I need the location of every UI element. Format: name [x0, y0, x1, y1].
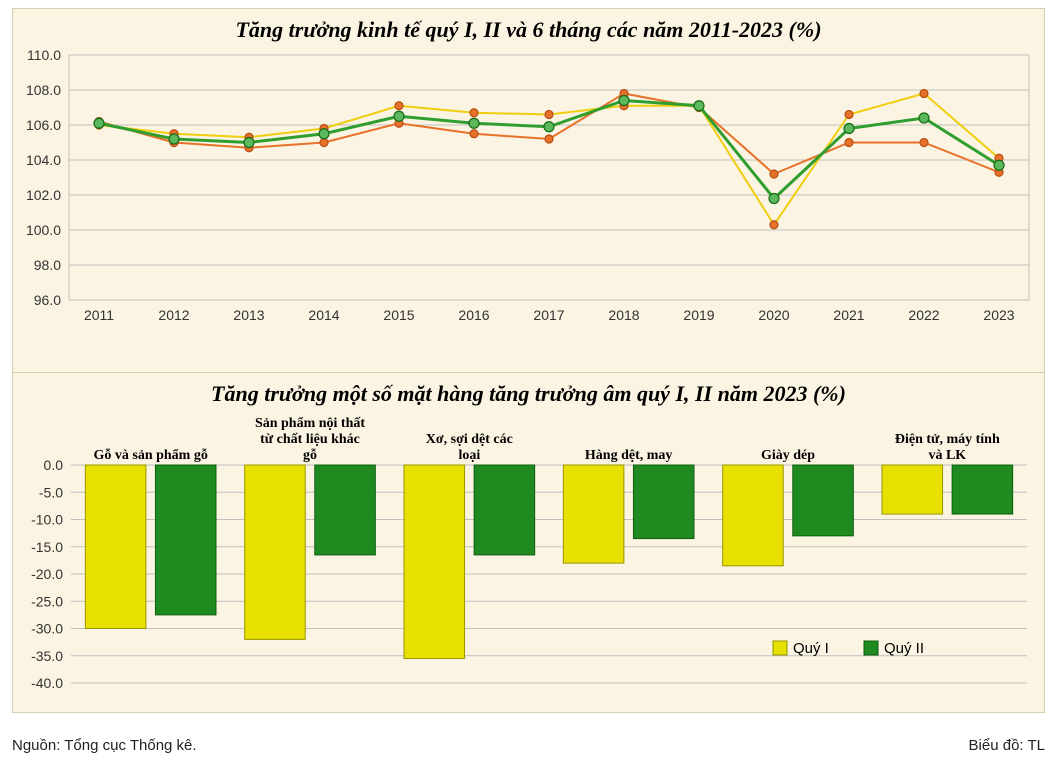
svg-text:2018: 2018 — [608, 307, 639, 323]
svg-text:2016: 2016 — [458, 307, 489, 323]
svg-text:108.0: 108.0 — [26, 82, 61, 98]
svg-text:2023: 2023 — [983, 307, 1014, 323]
svg-text:-5.0: -5.0 — [39, 484, 63, 500]
svg-text:2015: 2015 — [383, 307, 414, 323]
svg-text:96.0: 96.0 — [34, 292, 61, 308]
svg-text:2021: 2021 — [833, 307, 864, 323]
svg-text:2022: 2022 — [908, 307, 939, 323]
line-chart-panel: Tăng trưởng kinh tế quý I, II và 6 tháng… — [12, 8, 1045, 373]
svg-text:98.0: 98.0 — [34, 257, 61, 273]
svg-text:0.0: 0.0 — [44, 457, 64, 473]
svg-text:Gỗ và sản phẩm gỗ: Gỗ và sản phẩm gỗ — [93, 447, 207, 463]
svg-text:Quý II: Quý II — [884, 640, 924, 657]
svg-text:và LK: và LK — [928, 448, 966, 463]
source-label: Nguồn: Tổng cục Thống kê. — [12, 737, 197, 754]
svg-text:-20.0: -20.0 — [31, 566, 63, 582]
svg-text:-15.0: -15.0 — [31, 539, 63, 555]
svg-text:2017: 2017 — [533, 307, 564, 323]
svg-text:Sản phẩm nội thất: Sản phẩm nội thất — [255, 416, 365, 431]
svg-text:-25.0: -25.0 — [31, 593, 63, 609]
svg-text:2011: 2011 — [84, 307, 114, 323]
svg-text:104.0: 104.0 — [26, 152, 61, 168]
page: Tăng trưởng kinh tế quý I, II và 6 tháng… — [0, 0, 1057, 762]
svg-text:2019: 2019 — [683, 307, 714, 323]
svg-text:110.0: 110.0 — [27, 47, 61, 63]
svg-text:Quý I: Quý I — [793, 640, 829, 657]
svg-text:2013: 2013 — [233, 307, 264, 323]
line-chart-plot: 96.0 98.0 100.0 102.0 104.0 106.0 108.0 110.0 20… — [13, 9, 1046, 339]
svg-text:Hàng dệt, may: Hàng dệt, may — [585, 448, 673, 463]
svg-text:Xơ, sợi dệt các: Xơ, sợi dệt các — [426, 432, 513, 447]
bar-chart-plot: 0.0 -5.0 -10.0 -15.0 -20.0 -25.0 -30.0 -35.0 -40… — [13, 373, 1046, 693]
svg-text:-40.0: -40.0 — [31, 675, 63, 691]
svg-text:2020: 2020 — [758, 307, 789, 323]
svg-text:102.0: 102.0 — [26, 187, 61, 203]
svg-text:2012: 2012 — [158, 307, 189, 323]
credit-label: Biểu đồ: TL — [969, 737, 1045, 754]
footer: Nguồn: Tổng cục Thống kê. Biểu đồ: TL — [12, 737, 1045, 754]
svg-text:gỗ: gỗ — [303, 447, 317, 463]
bar-chart-panel: Tăng trưởng một số mặt hàng tăng trưởng … — [12, 373, 1045, 713]
svg-text:106.0: 106.0 — [26, 117, 61, 133]
svg-text:-30.0: -30.0 — [31, 621, 63, 637]
svg-text:từ chất liệu khác: từ chất liệu khác — [260, 432, 360, 447]
svg-text:Điện tử, máy tính: Điện tử, máy tính — [895, 432, 1000, 447]
svg-text:loại: loại — [458, 448, 480, 463]
svg-text:Giày dép: Giày dép — [761, 448, 815, 463]
svg-text:100.0: 100.0 — [26, 222, 61, 238]
svg-text:-10.0: -10.0 — [31, 512, 63, 528]
svg-text:-35.0: -35.0 — [31, 648, 63, 664]
svg-text:2014: 2014 — [308, 307, 339, 323]
